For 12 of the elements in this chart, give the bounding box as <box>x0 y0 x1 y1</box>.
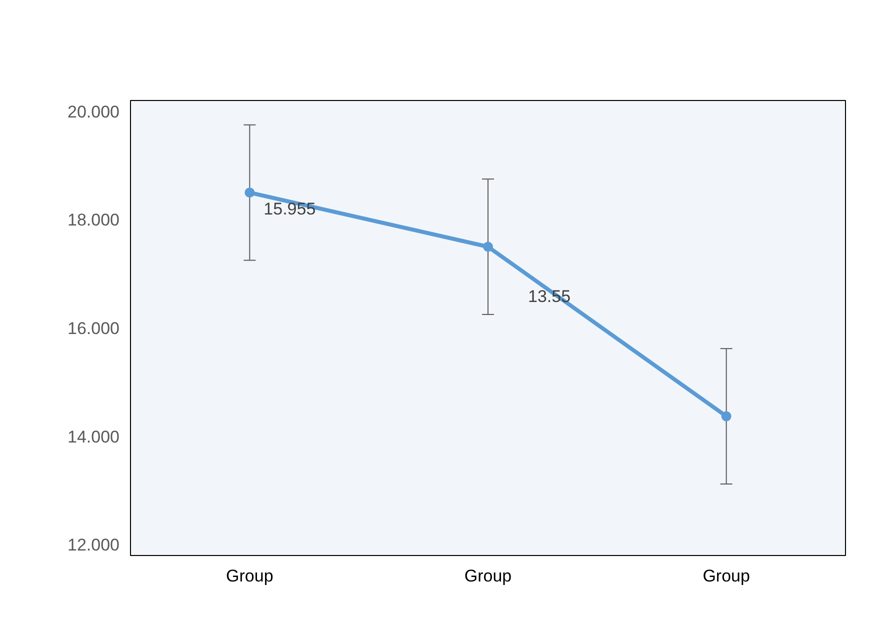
point <box>483 242 493 252</box>
y-tick-label: 18.000 <box>68 210 120 230</box>
y-tick-label: 20.000 <box>68 102 120 122</box>
x-tick-label: Group <box>464 566 512 586</box>
y-tick-label: 12.000 <box>68 536 120 555</box>
point <box>721 411 732 422</box>
annotation: 15.955 <box>264 200 316 219</box>
x-tick-label: Group <box>226 566 274 586</box>
y-tick-label: 16.000 <box>68 319 120 338</box>
y-tick-label: 14.000 <box>68 427 120 446</box>
x-tick-label: Group <box>702 566 750 586</box>
point <box>244 188 255 198</box>
